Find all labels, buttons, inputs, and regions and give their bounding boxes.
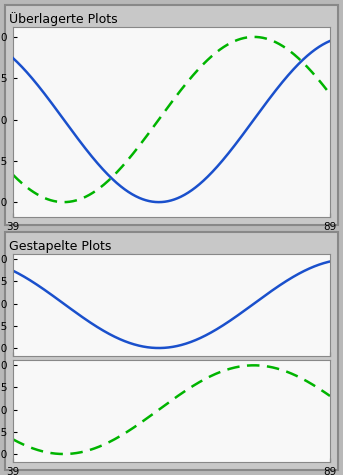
Text: Gestapelte Plots: Gestapelte Plots xyxy=(9,239,111,253)
Text: Überlagerte Plots: Überlagerte Plots xyxy=(9,12,118,26)
